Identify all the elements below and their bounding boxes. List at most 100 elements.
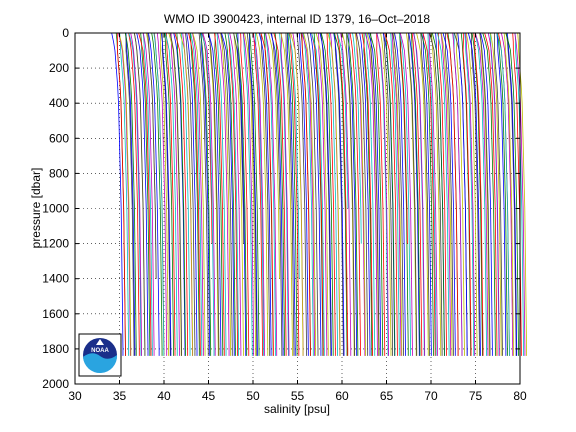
salinity-profile-line [457, 32, 468, 356]
salinity-profile-line [142, 32, 155, 356]
salinity-profile-line [148, 32, 160, 356]
salinity-profile-line [242, 32, 255, 356]
salinity-profile-line [438, 32, 447, 356]
salinity-profile-line [136, 32, 149, 356]
salinity-profile-line [383, 32, 394, 356]
salinity-profile-line [224, 32, 236, 356]
salinity-profile-line [467, 32, 481, 356]
salinity-profile-line [311, 32, 324, 356]
salinity-profile-line [249, 32, 260, 356]
salinity-profile-line [376, 32, 389, 356]
salinity-profile-line [302, 32, 314, 356]
salinity-profile-line [473, 32, 484, 356]
salinity-profile-line [248, 32, 258, 356]
salinity-profile-line [346, 32, 356, 356]
salinity-profile-line [128, 32, 142, 356]
y-tick-label: 600 [49, 131, 69, 145]
salinity-profile-line [255, 32, 269, 356]
x-tick-label: 80 [513, 389, 527, 403]
salinity-profile-line [380, 32, 392, 356]
salinity-profile-line [309, 32, 322, 356]
salinity-profile-line [128, 32, 140, 356]
salinity-profile-line [431, 32, 445, 356]
salinity-profile-line [406, 32, 417, 356]
salinity-profile-line [422, 32, 432, 356]
salinity-profile-line [363, 32, 373, 356]
salinity-profile-line [399, 32, 408, 244]
chart-title: WMO ID 3900423, internal ID 1379, 16–Oct… [164, 12, 430, 26]
y-tick-label: 1000 [42, 202, 69, 216]
salinity-profile-line [118, 32, 132, 356]
salinity-profile-line [233, 32, 244, 356]
salinity-profile-line [408, 32, 418, 356]
salinity-profile-line [333, 32, 345, 356]
salinity-profile-line [359, 32, 371, 356]
salinity-profile-line [440, 32, 452, 356]
salinity-profile-line [111, 32, 124, 356]
x-tick-label: 50 [246, 389, 260, 403]
salinity-profile-line [437, 32, 450, 356]
salinity-profile-line [506, 32, 518, 356]
salinity-profile-line [500, 32, 514, 356]
salinity-profile-line [366, 32, 380, 356]
salinity-profile-line [376, 32, 386, 356]
salinity-profile-line [237, 32, 247, 356]
salinity-profile-line [444, 32, 454, 356]
salinity-profile-line [233, 32, 245, 244]
salinity-profile-line [176, 32, 186, 356]
salinity-profile-line [260, 32, 271, 356]
salinity-profile-line [221, 32, 235, 356]
salinity-profile-line [246, 32, 258, 356]
salinity-profile-line [160, 32, 172, 356]
salinity-profile-line [220, 32, 233, 356]
salinity-profile-line [320, 32, 334, 356]
salinity-profile-line [252, 32, 265, 356]
salinity-profile-line [301, 32, 316, 356]
salinity-profile-line [200, 32, 211, 356]
salinity-profile-line [130, 32, 142, 356]
salinity-profile-line [391, 32, 402, 356]
salinity-profile-line [411, 32, 423, 356]
salinity-profile-line [493, 32, 503, 356]
salinity-profile-line [465, 32, 478, 356]
salinity-profile-line [151, 32, 163, 356]
salinity-profile-line [159, 32, 169, 356]
salinity-profile-line [366, 32, 376, 356]
salinity-profile-line [348, 32, 358, 356]
x-tick-label: 30 [68, 389, 82, 403]
salinity-profile-line [118, 32, 131, 356]
salinity-profile-line [188, 32, 201, 356]
noaa-logo: NOAA [78, 333, 122, 377]
salinity-profile-line [440, 32, 453, 356]
salinity-profile-line [244, 32, 257, 356]
y-tick-label: 1800 [42, 342, 69, 356]
salinity-profile-line [496, 32, 510, 356]
salinity-profile-line [138, 32, 152, 356]
salinity-profile-line [280, 32, 290, 356]
x-tick-label: 75 [469, 389, 483, 403]
salinity-profile-line [255, 32, 265, 356]
salinity-profile-line [190, 32, 203, 356]
salinity-profile-line [364, 32, 378, 356]
salinity-profile-line [333, 32, 348, 356]
salinity-profile-line [270, 32, 284, 356]
salinity-profile-line [318, 32, 328, 356]
salinity-profile-line [392, 32, 404, 356]
salinity-profile-line [287, 32, 298, 356]
salinity-profile-line [125, 32, 135, 356]
salinity-profile-line [285, 32, 295, 356]
salinity-profile-line [420, 32, 430, 356]
salinity-profile-line [298, 32, 309, 356]
salinity-profile-line [319, 32, 332, 356]
salinity-profile-line [260, 32, 274, 356]
salinity-profile-line [474, 32, 489, 356]
salinity-profile-line [147, 32, 157, 279]
salinity-profile-line [399, 32, 409, 356]
salinity-profile-line [456, 32, 465, 356]
salinity-profile-line [168, 32, 182, 356]
salinity-profile-line [369, 32, 384, 356]
salinity-profile-line [484, 32, 498, 356]
salinity-profile-line [470, 32, 480, 356]
salinity-profile-line [471, 32, 483, 356]
salinity-profile-line [479, 32, 491, 356]
